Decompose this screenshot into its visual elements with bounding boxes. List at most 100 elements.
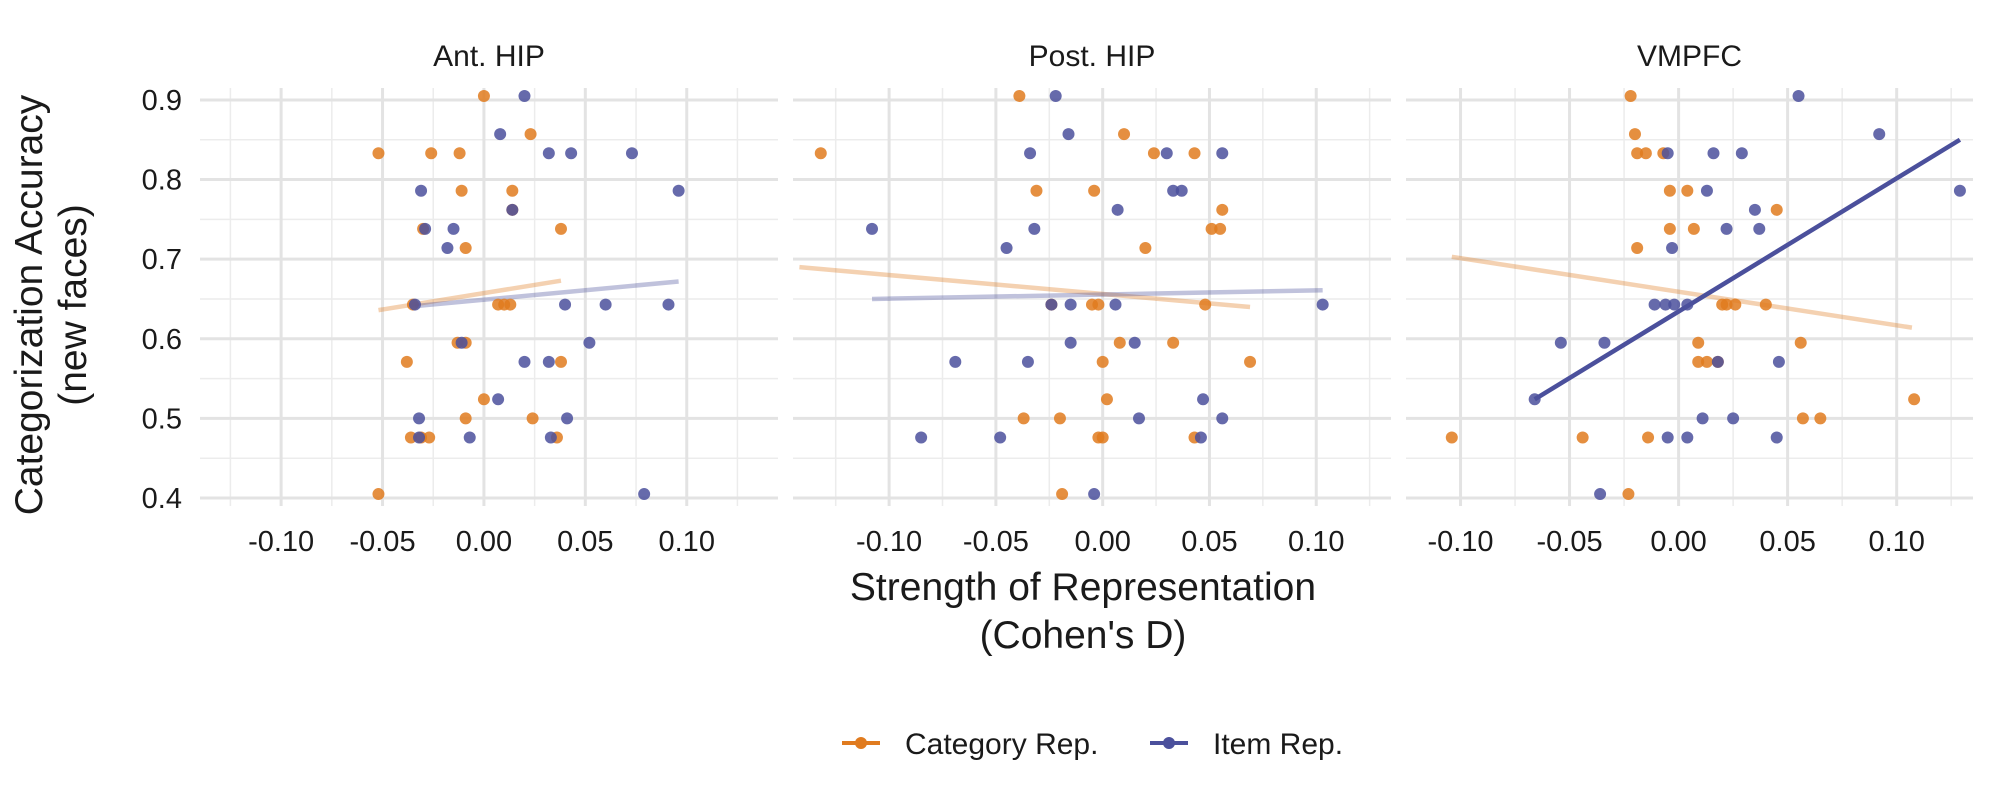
x-tick-label: 0.05: [557, 526, 613, 558]
data-point-item-rep: [866, 222, 879, 235]
data-point-item-rep: [1792, 89, 1805, 102]
data-point-category-rep: [526, 412, 539, 425]
data-point-category-rep: [1205, 222, 1218, 235]
panel-title-vmpfc: VMPFC: [1637, 40, 1742, 73]
legend-label-item: Item Rep.: [1213, 728, 1343, 761]
x-tick-label: 0.10: [1868, 526, 1924, 558]
data-point-item-rep: [1109, 298, 1122, 311]
data-point-category-rep: [1214, 222, 1227, 235]
data-point-item-rep: [1661, 147, 1674, 160]
data-point-category-rep: [1013, 89, 1026, 102]
data-point-item-rep: [1528, 393, 1541, 406]
legend: Category Rep. Item Rep.: [842, 728, 1343, 761]
data-point-category-rep: [504, 298, 517, 311]
data-point-category-rep: [1100, 393, 1113, 406]
data-point-category-rep: [1167, 336, 1180, 349]
data-point-item-rep: [1594, 488, 1607, 501]
data-point-item-rep: [1049, 89, 1062, 102]
data-point-item-rep: [1028, 222, 1041, 235]
data-point-item-rep: [1021, 355, 1034, 368]
data-point-category-rep: [1030, 184, 1043, 197]
data-point-item-rep: [625, 147, 638, 160]
data-point-item-rep: [565, 147, 578, 160]
data-point-category-rep: [506, 184, 519, 197]
data-point-item-rep: [1167, 184, 1180, 197]
data-point-item-rep: [1696, 412, 1709, 425]
data-point-category-rep: [372, 147, 385, 160]
data-point-item-rep: [638, 488, 651, 501]
data-point-category-rep: [477, 89, 490, 102]
data-point-category-rep: [459, 242, 472, 255]
data-point-category-rep: [1624, 89, 1637, 102]
data-point-item-rep: [559, 298, 572, 311]
data-point-item-rep: [1062, 128, 1075, 141]
y-tick-label: 0.6: [142, 324, 182, 356]
data-point-item-rep: [1024, 147, 1037, 160]
data-point-category-rep: [1729, 298, 1742, 311]
data-point-item-rep: [1953, 184, 1966, 197]
data-point-item-rep: [1666, 242, 1679, 255]
panel-title-post-hip: Post. HIP: [1029, 40, 1156, 73]
data-point-item-rep: [447, 222, 460, 235]
x-tick-label: 0.00: [456, 526, 512, 558]
data-point-category-rep: [1244, 355, 1257, 368]
y-tick-label: 0.7: [142, 244, 182, 276]
x-axis-title-line1: Strength of Representation: [850, 566, 1316, 609]
data-point-item-rep: [1132, 412, 1145, 425]
data-point-category-rep: [1770, 203, 1783, 216]
data-point-item-rep: [1088, 488, 1101, 501]
data-point-item-rep: [1000, 242, 1013, 255]
data-point-item-rep: [413, 412, 426, 425]
data-point-item-rep: [1197, 393, 1210, 406]
facet-panels: Ant. HIP -0.10 -0.05 0.00 0.05 0.10 0.4 0.5 0.6 0…: [142, 40, 1973, 558]
y-axis-title-line2: (new faces): [52, 204, 95, 406]
data-point-category-rep: [1053, 412, 1066, 425]
data-point-category-rep: [1088, 184, 1101, 197]
x-tick-label: -0.05: [349, 526, 415, 558]
y-tick-label: 0.8: [142, 165, 182, 197]
data-point-item-rep: [1711, 355, 1724, 368]
data-point-item-rep: [1045, 298, 1058, 311]
data-point-category-rep: [477, 393, 490, 406]
data-point-item-rep: [542, 147, 555, 160]
data-point-category-rep: [1188, 147, 1201, 160]
panel-vmpfc: VMPFC -0.10 -0.05 0.00 0.05 0.10: [1406, 40, 1973, 558]
fit-line-item-rep: [414, 279, 679, 309]
data-point-category-rep: [372, 488, 385, 501]
data-point-item-rep: [1064, 298, 1077, 311]
data-point-item-rep: [1648, 298, 1661, 311]
y-tick-label: 0.4: [142, 483, 182, 515]
x-tick-label: 0.10: [659, 526, 715, 558]
x-tick-label: 0.05: [1181, 526, 1237, 558]
data-point-category-rep: [425, 147, 438, 160]
data-point-item-rep: [494, 128, 507, 141]
legend-key-point-item: [1163, 737, 1175, 749]
data-point-item-rep: [949, 355, 962, 368]
x-tick-label: 0.05: [1759, 526, 1815, 558]
data-point-item-rep: [1661, 431, 1674, 444]
panel-post-hip: Post. HIP -0.10 -0.05 0.00 0.05 0.10: [793, 40, 1391, 558]
data-point-category-rep: [1663, 222, 1676, 235]
data-point-category-rep: [1147, 147, 1160, 160]
x-tick-label: -0.10: [1427, 526, 1493, 558]
data-point-category-rep: [1692, 355, 1705, 368]
data-point-item-rep: [1598, 336, 1611, 349]
data-point-item-rep: [518, 355, 531, 368]
data-point-item-rep: [506, 203, 519, 216]
y-tick-label: 0.5: [142, 403, 182, 435]
y-tick-label: 0.9: [142, 85, 182, 117]
data-point-item-rep: [599, 298, 612, 311]
data-point-category-rep: [1118, 128, 1131, 141]
data-point-category-rep: [1759, 298, 1772, 311]
data-point-item-rep: [1194, 431, 1207, 444]
data-point-category-rep: [554, 222, 567, 235]
data-point-item-rep: [408, 298, 421, 311]
panel-title-ant-hip: Ant. HIP: [433, 40, 545, 73]
x-tick-label: 0.10: [1288, 526, 1344, 558]
data-point-category-rep: [1687, 222, 1700, 235]
data-point-item-rep: [1128, 336, 1141, 349]
data-point-item-rep: [441, 242, 454, 255]
fit-line-item-rep: [1533, 137, 1962, 402]
data-point-category-rep: [453, 147, 466, 160]
panel-ant-hip: Ant. HIP -0.10 -0.05 0.00 0.05 0.10 0.4 0.5 0.6 0…: [142, 40, 778, 558]
